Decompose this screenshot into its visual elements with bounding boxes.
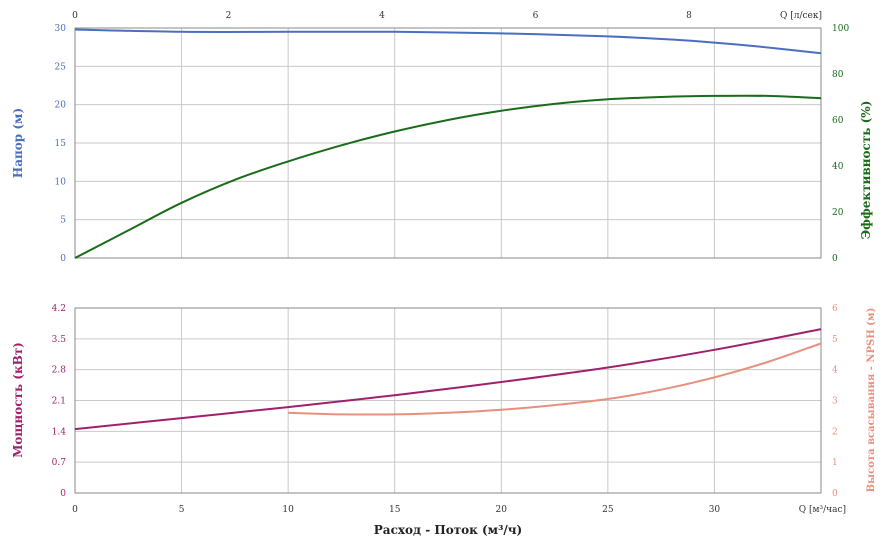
top-x-tick-label: 4 — [379, 11, 385, 21]
head-tick-label: 20 — [55, 101, 67, 111]
head-axis-title: Напор (м) — [11, 108, 25, 178]
npsh-tick-label: 0 — [832, 489, 838, 499]
top-x-tick-label: 2 — [226, 11, 232, 21]
head-tick-label: 5 — [60, 216, 66, 226]
bottom-panel-frame — [74, 307, 822, 494]
series-line — [74, 28, 822, 55]
power-tick-label: 2.1 — [52, 397, 66, 407]
top-x-tick-label: 6 — [533, 11, 539, 21]
head-tick-label: 15 — [55, 139, 67, 149]
x-axis-title: Расход - Поток (м³/ч) — [374, 523, 522, 537]
npsh-axis-title: Высота всасывания - NPSH (м) — [866, 308, 877, 493]
power-axis-title: Мощность (кВт) — [11, 342, 25, 458]
top-x-tick-label: 0 — [72, 11, 78, 21]
bottom-x-tick-label: 10 — [282, 505, 294, 515]
head-tick-label: 25 — [55, 62, 67, 72]
efficiency-tick-label: 80 — [832, 70, 844, 80]
series-line — [74, 94, 822, 259]
npsh-tick-label: 3 — [832, 397, 838, 407]
npsh-tick-label: 5 — [832, 335, 838, 345]
top-panel-frame — [74, 27, 822, 259]
head-tick-label: 30 — [55, 24, 67, 34]
series-line — [74, 328, 822, 431]
npsh-tick-label: 4 — [832, 366, 838, 376]
head-tick-label: 0 — [60, 254, 66, 264]
head-tick-label: 10 — [55, 177, 67, 187]
power-tick-label: 2.8 — [52, 366, 67, 376]
bottom-x-tick-label: 15 — [389, 505, 401, 515]
ticks-layer: 0 2 4 6 80 5 10 15 20 25 3005101520253002040608010… — [52, 11, 850, 515]
bottom-x-tick-label: 25 — [602, 505, 614, 515]
series-layer — [74, 28, 822, 431]
npsh-tick-label: 1 — [832, 458, 838, 468]
efficiency-tick-label: 60 — [832, 116, 844, 126]
efficiency-tick-label: 20 — [832, 208, 844, 218]
efficiency-tick-label: 0 — [832, 254, 838, 264]
bottom-x-tick-label: 0 — [72, 505, 78, 515]
efficiency-axis-title: Эффективность (%) — [859, 101, 873, 240]
power-tick-label: 4.2 — [52, 304, 66, 314]
bottom-x-tick-label: 5 — [179, 505, 185, 515]
npsh-tick-label: 2 — [832, 427, 838, 437]
top-x-tick-label: 8 — [686, 11, 692, 21]
bottom-x-tick-label: 30 — [709, 505, 721, 515]
efficiency-tick-label: 100 — [832, 24, 849, 34]
power-tick-label: 0.7 — [52, 458, 67, 468]
power-tick-label: 3.5 — [52, 335, 67, 345]
top-x-axis-label: Q [л/сек] — [780, 11, 822, 21]
power-tick-label: 0 — [60, 489, 66, 499]
series-line — [288, 342, 822, 416]
efficiency-tick-label: 40 — [832, 162, 844, 172]
bottom-x-tick-label: 20 — [496, 505, 508, 515]
power-tick-label: 1.4 — [52, 427, 67, 437]
npsh-tick-label: 6 — [832, 304, 838, 314]
bottom-x-axis-label: Q [м³/час] — [799, 505, 846, 515]
